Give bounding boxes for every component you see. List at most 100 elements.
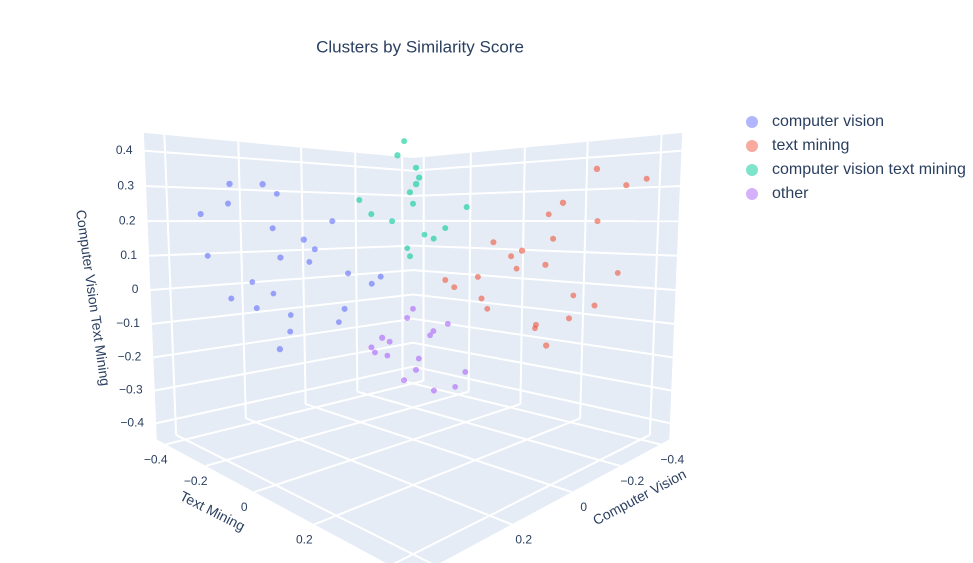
grid-line [412, 149, 682, 172]
point [384, 352, 391, 359]
grid-line [205, 390, 469, 467]
point [545, 211, 552, 218]
grid-line [412, 244, 678, 257]
point [430, 387, 437, 394]
z-axis-title: Computer Vision Text Mining [73, 209, 114, 387]
point [228, 295, 235, 302]
back-wall [413, 132, 683, 440]
tick-label: −0.4 [144, 453, 168, 467]
grid-line [154, 341, 414, 392]
point [410, 305, 416, 312]
point [412, 180, 420, 188]
point [311, 246, 318, 253]
point [404, 315, 411, 321]
point [452, 384, 458, 390]
grid-line [412, 293, 675, 325]
legend-marker [746, 188, 758, 200]
point [565, 315, 572, 322]
point [415, 355, 422, 362]
chart-title: Clusters by Similarity Score [316, 37, 524, 56]
grid-line [151, 293, 414, 325]
grid-line [393, 434, 651, 563]
point [253, 305, 260, 312]
grid-line [165, 379, 424, 446]
grid-line [354, 152, 359, 392]
point [542, 261, 549, 268]
point [269, 225, 276, 232]
tick-label: 0 [132, 282, 139, 296]
point [594, 218, 601, 225]
point [643, 175, 650, 182]
point [451, 284, 458, 291]
point [623, 182, 630, 189]
tick-label: 0.2 [119, 213, 136, 227]
point [401, 138, 408, 145]
point [368, 344, 375, 351]
grid-line [412, 185, 680, 197]
point [204, 252, 211, 259]
point [259, 181, 266, 188]
tick-label: −0.1 [116, 316, 140, 330]
point [394, 152, 401, 159]
point [407, 253, 414, 260]
tick-label: 0.2 [296, 533, 313, 547]
point [406, 189, 414, 196]
point [389, 218, 396, 225]
point [410, 200, 416, 207]
point [550, 235, 557, 242]
tick-label: 0 [241, 500, 248, 514]
point [430, 235, 437, 242]
grid-line [150, 269, 414, 291]
tick-label: −0.4 [660, 453, 684, 467]
point [400, 377, 408, 384]
grid-line [412, 341, 672, 392]
tick-label: −0.2 [620, 474, 644, 488]
point [474, 273, 481, 280]
point [412, 164, 420, 171]
point [614, 269, 621, 276]
point [463, 204, 470, 211]
grid-line [412, 365, 671, 425]
grid-line [313, 417, 581, 526]
point [273, 190, 280, 197]
point [591, 302, 598, 309]
point [197, 210, 204, 218]
point [335, 319, 342, 325]
point [442, 225, 449, 232]
point [421, 231, 428, 238]
grid-line [305, 403, 573, 493]
tick-label: −0.2 [118, 350, 142, 364]
point [379, 334, 386, 341]
tick-label: 0.3 [117, 178, 134, 192]
tick-label: −0.4 [120, 415, 144, 429]
point [287, 328, 294, 335]
floor [156, 378, 670, 563]
point [368, 280, 375, 287]
grid-line [163, 134, 178, 435]
point [270, 290, 277, 297]
point [368, 211, 375, 218]
point [513, 265, 520, 272]
grid-line [245, 417, 513, 526]
legend-marker [746, 140, 758, 152]
grid-line [412, 317, 673, 359]
grid-line [467, 152, 472, 392]
grid-line [357, 390, 621, 467]
point [508, 253, 515, 260]
point [430, 328, 437, 335]
tick-label: 0 [580, 500, 587, 514]
point [276, 345, 284, 353]
point [404, 245, 411, 252]
point [416, 174, 423, 181]
tick-label: −0.3 [119, 383, 143, 397]
point [329, 218, 336, 225]
legend-label: computer vision [772, 113, 884, 130]
point [518, 247, 526, 254]
point [442, 277, 449, 284]
legend-label: other [772, 185, 809, 202]
point [570, 292, 577, 299]
grid-line [648, 134, 663, 435]
point [226, 180, 233, 188]
legend-marker [746, 116, 758, 128]
